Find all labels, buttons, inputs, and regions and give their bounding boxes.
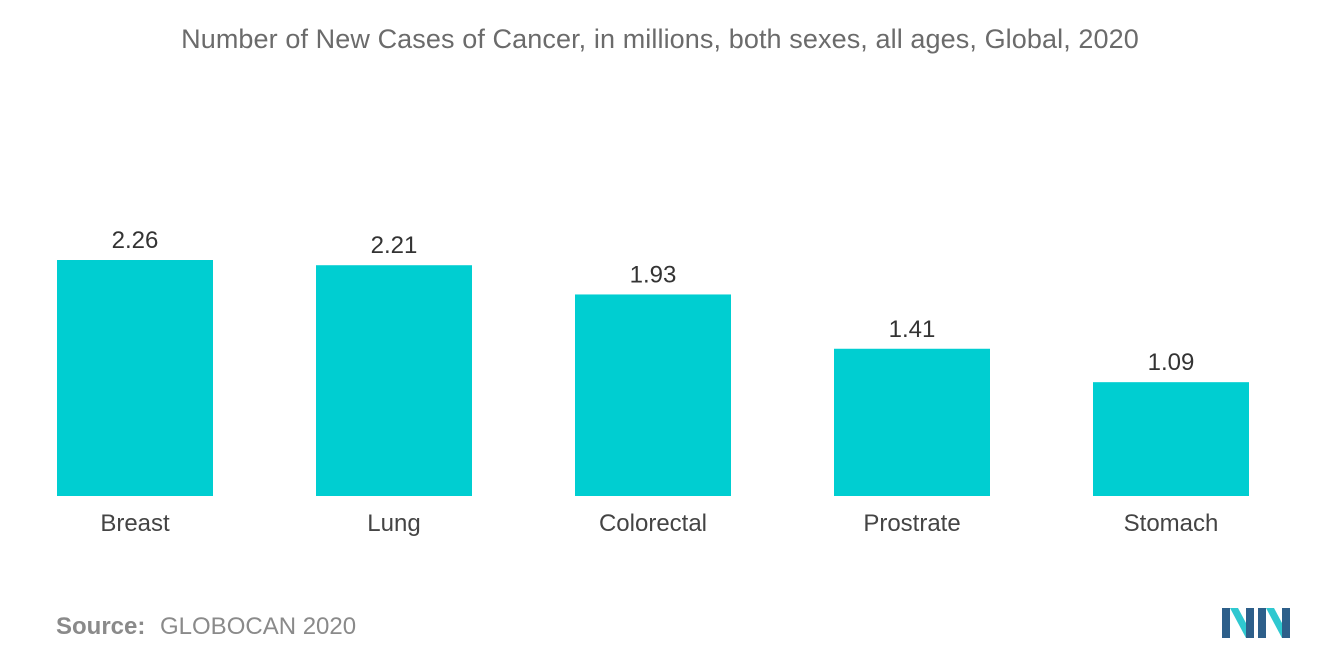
company-logo-icon bbox=[1222, 608, 1290, 638]
value-label-prostrate: 1.41 bbox=[889, 316, 936, 343]
bar-colorectal bbox=[575, 294, 731, 496]
x-tick-label-colorectal: Colorectal bbox=[599, 510, 707, 537]
x-tick-label-stomach: Stomach bbox=[1124, 510, 1219, 537]
bar-prostrate bbox=[834, 348, 990, 496]
x-tick-label-lung: Lung bbox=[367, 510, 420, 537]
bar-chart: 2.26 Breast 2.21 Lung 1.93 Colorectal 1.41 Pros… bbox=[57, 227, 1249, 537]
source-label: Source: bbox=[56, 613, 146, 640]
logo-bar-4 bbox=[1282, 608, 1290, 638]
x-tick-label-prostrate: Prostrate bbox=[863, 510, 960, 537]
bar-lung bbox=[316, 265, 472, 496]
value-label-colorectal: 1.93 bbox=[630, 261, 677, 288]
logo-bar-1 bbox=[1222, 608, 1230, 638]
value-label-lung: 2.21 bbox=[371, 232, 418, 259]
value-label-stomach: 1.09 bbox=[1148, 349, 1195, 376]
source-value: GLOBOCAN 2020 bbox=[160, 613, 357, 640]
logo-bar-3 bbox=[1258, 608, 1266, 638]
bar-stomach bbox=[1093, 382, 1249, 496]
chart-title: Number of New Cases of Cancer, in millio… bbox=[181, 24, 1139, 54]
x-tick-label-breast: Breast bbox=[100, 510, 170, 537]
logo-bar-2 bbox=[1246, 608, 1254, 638]
value-label-breast: 2.26 bbox=[112, 227, 159, 254]
bar-breast bbox=[57, 260, 213, 496]
